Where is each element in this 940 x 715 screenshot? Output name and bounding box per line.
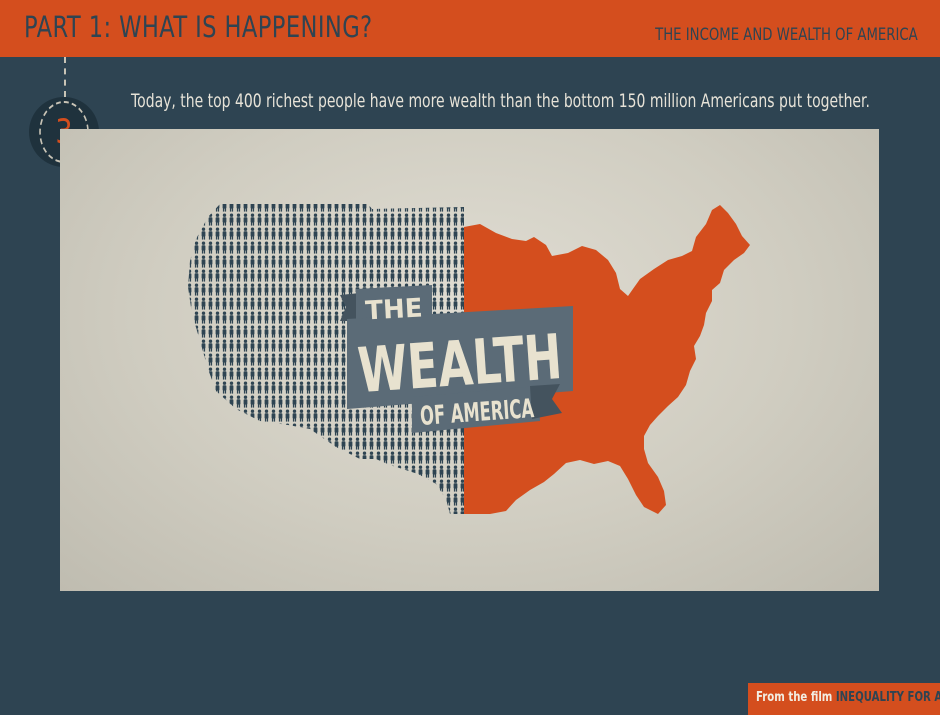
fact-text: Today, the top 400 richest people have m… <box>131 90 870 112</box>
title-banner: THE WEALTH OF AMERICA <box>340 285 573 433</box>
banner-the: THE <box>365 294 424 327</box>
east-us-map <box>464 205 750 514</box>
illustration-panel: THE WEALTH OF AMERICA <box>60 129 879 591</box>
banner-wealth: WEALTH <box>356 320 565 407</box>
page-title: PART 1: WHAT IS HAPPENING? <box>24 10 373 44</box>
wealth-of-america-illustration: THE WEALTH OF AMERICA <box>188 204 750 514</box>
credit-prefix: From the film <box>756 690 833 705</box>
credit-film: INEQUALITY FOR ALL <box>835 690 940 705</box>
film-credit: From the film INEQUALITY FOR ALL <box>748 683 940 715</box>
step-connector <box>64 57 66 97</box>
header-bar: PART 1: WHAT IS HAPPENING? THE INCOME AN… <box>0 0 940 57</box>
page-subtitle: THE INCOME AND WEALTH OF AMERICA <box>655 25 918 45</box>
